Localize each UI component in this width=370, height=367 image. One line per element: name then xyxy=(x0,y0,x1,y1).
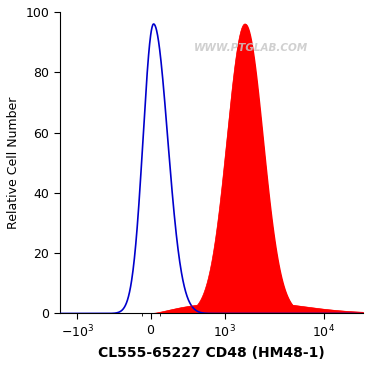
Y-axis label: Relative Cell Number: Relative Cell Number xyxy=(7,97,20,229)
Text: WWW.PTGLAB.COM: WWW.PTGLAB.COM xyxy=(194,43,308,53)
X-axis label: CL555-65227 CD48 (HM48-1): CL555-65227 CD48 (HM48-1) xyxy=(98,346,325,360)
